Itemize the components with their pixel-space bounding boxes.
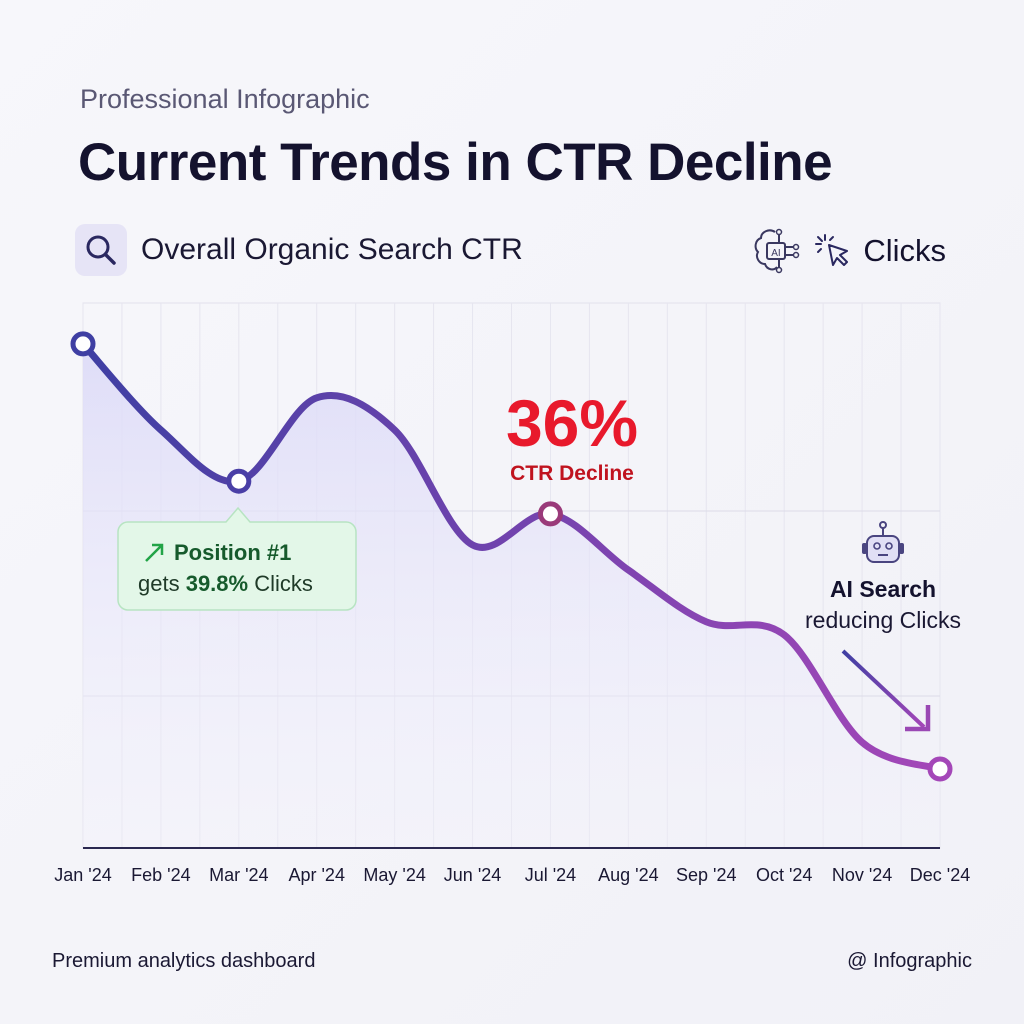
callout-title: Position #1 — [174, 540, 291, 565]
x-tick-label: Mar '24 — [209, 865, 268, 885]
x-tick-label: Nov '24 — [832, 865, 892, 885]
data-point-marker[interactable] — [226, 468, 252, 494]
footer-left: Premium analytics dashboard — [52, 950, 316, 972]
cursor-click-icon — [815, 234, 849, 266]
data-point-marker[interactable] — [537, 501, 563, 527]
area-fill — [83, 343, 940, 848]
robot-icon — [862, 521, 904, 563]
callout-text: gets 39.8% Clicks — [138, 571, 313, 596]
data-point-marker[interactable] — [927, 756, 953, 782]
ai-search-title: AI Search — [830, 576, 936, 602]
arrow-down-right-icon — [841, 649, 931, 732]
x-tick-label: Jul '24 — [525, 865, 576, 885]
clicks-label: Clicks — [863, 233, 946, 268]
kicker: Professional Infographic — [80, 84, 370, 114]
subtitle-text: Overall Organic Search CTR — [141, 233, 523, 266]
x-tick-label: Oct '24 — [756, 865, 812, 885]
data-point-marker[interactable] — [70, 331, 96, 357]
arrow-up-right-icon — [145, 543, 164, 562]
svg-text:AI: AI — [772, 248, 781, 259]
x-tick-label: Feb '24 — [131, 865, 190, 885]
position-callout: Position #1 gets 39.8% Clicks — [117, 506, 357, 611]
chart-subtitle: Overall Organic Search CTR — [75, 224, 523, 276]
x-tick-label: Apr '24 — [288, 865, 344, 885]
footer-right[interactable]: @ Infographic — [847, 950, 972, 972]
x-tick-label: Jun '24 — [444, 865, 501, 885]
decline-value: 36% — [506, 386, 638, 460]
legend-clicks: AI Clicks — [751, 226, 946, 276]
page-title: Current Trends in CTR Decline — [78, 133, 833, 192]
decline-label: CTR Decline — [510, 462, 634, 485]
ai-brain-icon: AI — [754, 228, 800, 274]
ai-search-text: reducing Clicks — [805, 607, 961, 633]
x-tick-label: Sep '24 — [676, 865, 737, 885]
search-icon — [75, 224, 127, 276]
x-tick-label: Dec '24 — [910, 865, 970, 885]
x-tick-label: May '24 — [363, 865, 425, 885]
x-tick-label: Jan '24 — [54, 865, 111, 885]
x-tick-label: Aug '24 — [598, 865, 659, 885]
